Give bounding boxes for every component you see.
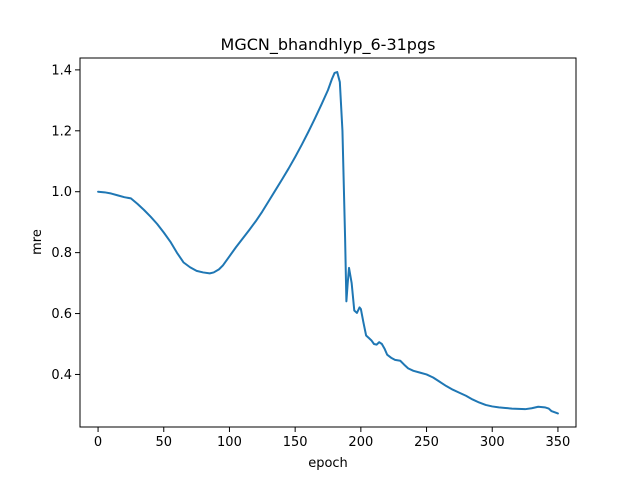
y-tick-label: 0.6 bbox=[51, 307, 72, 322]
y-tick-label: 0.4 bbox=[51, 368, 72, 383]
x-axis-ticks: 0 50 100 150 200 250 300 350 bbox=[94, 427, 570, 450]
series-line-0 bbox=[97, 71, 559, 415]
y-axis-label: mre bbox=[30, 229, 45, 255]
y-tick-label: 1.0 bbox=[51, 185, 72, 200]
x-tick-label: 250 bbox=[414, 435, 439, 450]
plot-area bbox=[97, 71, 559, 415]
x-tick-label: 300 bbox=[480, 435, 505, 450]
x-tick-label: 50 bbox=[155, 435, 172, 450]
x-tick-label: 200 bbox=[348, 435, 373, 450]
axes-frame bbox=[79, 57, 577, 428]
chart-title: MGCN_bhandhlyp_6-31pgs bbox=[221, 35, 436, 55]
y-tick-label: 1.4 bbox=[51, 63, 72, 78]
y-tick-label: 0.8 bbox=[51, 246, 72, 261]
x-axis-label: epoch bbox=[308, 456, 348, 471]
y-axis-ticks: 0.4 0.6 0.8 1.0 1.2 1.4 bbox=[51, 63, 80, 383]
x-tick-label: 150 bbox=[283, 435, 308, 450]
y-tick-label: 1.2 bbox=[51, 124, 72, 139]
x-tick-label: 0 bbox=[94, 435, 102, 450]
x-tick-label: 100 bbox=[217, 435, 242, 450]
x-tick-label: 350 bbox=[546, 435, 571, 450]
